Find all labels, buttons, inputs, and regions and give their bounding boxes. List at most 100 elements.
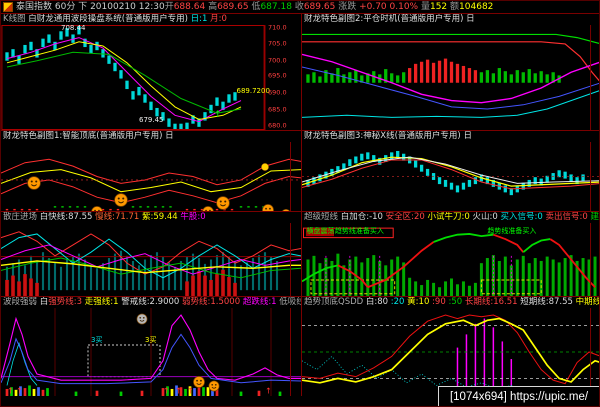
chart-canvas <box>302 223 600 296</box>
text-seg: 687.18 <box>260 2 295 12</box>
bottom-bar <box>1 396 599 406</box>
smiley-icon <box>193 374 206 389</box>
panel-close-timing: 财龙特色副图2:平仓时机(普通版用户专用) 日 <box>302 13 600 130</box>
chart-canvas <box>1 25 301 130</box>
panel-banker-entry-title: 散庄进场 白快线:87.55 慢线:71.71 紫:59.44 牛股:0 <box>1 212 301 223</box>
text-seg: 白快线:87.55 <box>39 212 96 222</box>
smiley-icon <box>202 203 215 211</box>
text-seg: 低吸线:0.4150 <box>279 297 301 307</box>
qsdd-chart[interactable] <box>302 308 600 396</box>
chart-annotation: 横盘震荡 <box>306 227 335 237</box>
text-seg: 警戒线:2.9000 <box>121 297 182 307</box>
quote-text: 泰国指数 60分 下 20100210 12:30开688.64 高689.65… <box>16 1 493 13</box>
panel-qsdd-title: 趋势顶底QSDD 白:80 :20 黄:10 :90 :50 长期线:16.51… <box>302 297 599 308</box>
text-seg: 建仓区:100 <box>590 212 599 222</box>
top-info-bar: 泰国指数 60分 下 20100210 12:30开688.64 高689.65… <box>1 1 599 13</box>
app-icon[interactable] <box>3 2 13 12</box>
smiley-icon <box>136 310 148 325</box>
chart-annotation: 3买 <box>91 335 103 344</box>
panel-smart-topbottom-title: 财龙特色副图1:智能顶底(普通版用户专用) 日 <box>1 131 301 142</box>
text-seg: 日 <box>466 14 475 24</box>
chart-annotation: ↑ <box>265 386 272 396</box>
text-seg: 月:0 <box>210 14 227 24</box>
text-seg: 日 <box>463 131 472 141</box>
panel-qsdd: 趋势顶底QSDD 白:80 :20 黄:10 :90 :50 长期线:16.51… <box>302 296 600 396</box>
panel-grid: K线图 白财龙通用波段操盘系统(普通版用户专用) 日:1 月:0 708.44 6… <box>1 13 599 396</box>
panel-banker-entry: 散庄进场 白快线:87.55 慢线:71.71 紫:59.44 牛股:0 <box>1 211 301 296</box>
text-seg: 额 <box>450 2 460 12</box>
text-seg: 强势线:3 <box>48 297 85 307</box>
text-seg: 中期线:29.16 <box>575 297 599 307</box>
chart-canvas <box>1 142 301 211</box>
text-seg: 20100210 12:30 <box>90 2 165 12</box>
smiley-icon <box>114 192 129 207</box>
text-seg: 紫:59.44 <box>142 212 181 222</box>
text-seg: 长期线:16.51 <box>464 297 521 307</box>
chart-annotation: ↑ <box>7 386 14 396</box>
text-seg: 弱势线:1.5000 <box>182 297 243 307</box>
text-seg: 收 <box>294 2 304 12</box>
chart-annotation: ↑ <box>175 386 182 396</box>
chart-annotation: 趋势线准备买入 <box>334 227 384 236</box>
kline-chart[interactable]: 708.44 679.45 689.7200 ↑ 710.0 705.0 700.0 695.… <box>1 25 301 130</box>
text-seg: 白 <box>39 297 49 307</box>
smiley-icon <box>208 377 220 392</box>
panel-mystery-xline-title: 财龙特色副图3:神秘X线(普通版用户专用) 日 <box>302 131 599 142</box>
super-shortline-chart[interactable]: 横盘震荡 趋势线准备买入 趋势线准备买入 <box>302 223 600 296</box>
text-seg: 日 <box>165 131 174 141</box>
chart-annotation: 705.0 <box>268 39 287 48</box>
banker-entry-chart[interactable] <box>1 223 301 296</box>
text-seg: 波段强弱 <box>3 297 40 307</box>
chart-annotation: 690.0 <box>268 88 287 97</box>
smiley-icon <box>262 202 275 211</box>
chart-annotation: 趋势线准备买入 <box>487 227 537 236</box>
panel-kline-title: K线图 白财龙通用波段操盘系统(普通版用户专用) 日:1 月:0 <box>1 14 301 25</box>
strength-chart[interactable]: 3买 3买 ↑ ↑ ↑ ↑ ↑ ↑ <box>1 308 301 396</box>
panel-strength-title: 波段强弱 白强势线:3 走强线:1 警戒线:2.9000 弱势线:1.5000 … <box>1 297 301 308</box>
text-seg: 152 <box>429 2 451 12</box>
chart-annotation: ↑ <box>214 110 222 121</box>
text-seg: K线图 <box>3 14 29 24</box>
chart-annotation: 710.0 <box>268 25 287 32</box>
text-seg: 走强线:1 <box>84 297 122 307</box>
text-seg: 60分 <box>54 2 79 12</box>
chart-canvas <box>1 223 301 296</box>
chart-annotation: 689.7200 <box>236 87 270 96</box>
text-seg: 财龙特色副图2:平仓时机(普通版用户专用) <box>304 14 467 24</box>
watermark: [1074x694] https://upic.me/ <box>438 386 599 406</box>
panel-close-timing-title: 财龙特色副图2:平仓时机(普通版用户专用) 日 <box>302 14 599 25</box>
text-seg: 黄:10 <box>407 297 433 307</box>
smiley-icon <box>91 203 104 211</box>
chart-annotation: ↑ <box>163 386 170 396</box>
text-seg: 高 <box>208 2 218 12</box>
chart-canvas <box>302 308 600 396</box>
chart-canvas <box>1 308 301 396</box>
text-seg: 超跌线:1 <box>242 297 280 307</box>
left-column: K线图 白财龙通用波段操盘系统(普通版用户专用) 日:1 月:0 708.44 6… <box>1 13 301 396</box>
smiley-icon <box>261 156 270 171</box>
chart-canvas <box>302 142 600 211</box>
text-seg: 火山:0 <box>472 212 501 222</box>
smart-topbottom-chart[interactable] <box>1 142 301 211</box>
text-seg: 日:1 <box>190 14 211 24</box>
text-seg: 低 <box>251 2 261 12</box>
text-seg: 散庄进场 <box>3 212 40 222</box>
text-seg: 财龙特色副图3:神秘X线(普通版用户专用) <box>304 131 464 141</box>
text-seg: 卖出信号:0 <box>545 212 591 222</box>
chart-annotation: 679.45 <box>139 115 164 124</box>
panel-strength: 波段强弱 白强势线:3 走强线:1 警戒线:2.9000 弱势线:1.5000 … <box>1 296 301 396</box>
text-seg: 买入信号:0 <box>500 212 546 222</box>
text-seg: 财龙特色副图1:智能顶底(普通版用户专用) <box>3 131 166 141</box>
chart-annotation: 685.0 <box>268 105 287 114</box>
text-seg: 涨跌 <box>338 2 360 12</box>
text-seg: 趋势顶底QSDD <box>304 297 366 307</box>
mystery-xline-chart[interactable] <box>302 142 600 211</box>
smiley-icon <box>281 205 292 211</box>
text-seg: 泰国指数 <box>16 2 55 12</box>
text-seg: 牛股:0 <box>180 212 206 222</box>
smiley-icon <box>216 195 231 210</box>
text-seg: 量 <box>420 2 430 12</box>
right-column: 财龙特色副图2:平仓时机(普通版用户专用) 日 财龙特色副图3:神秘X线(普通版… <box>301 13 600 396</box>
close-timing-chart[interactable] <box>302 25 600 130</box>
